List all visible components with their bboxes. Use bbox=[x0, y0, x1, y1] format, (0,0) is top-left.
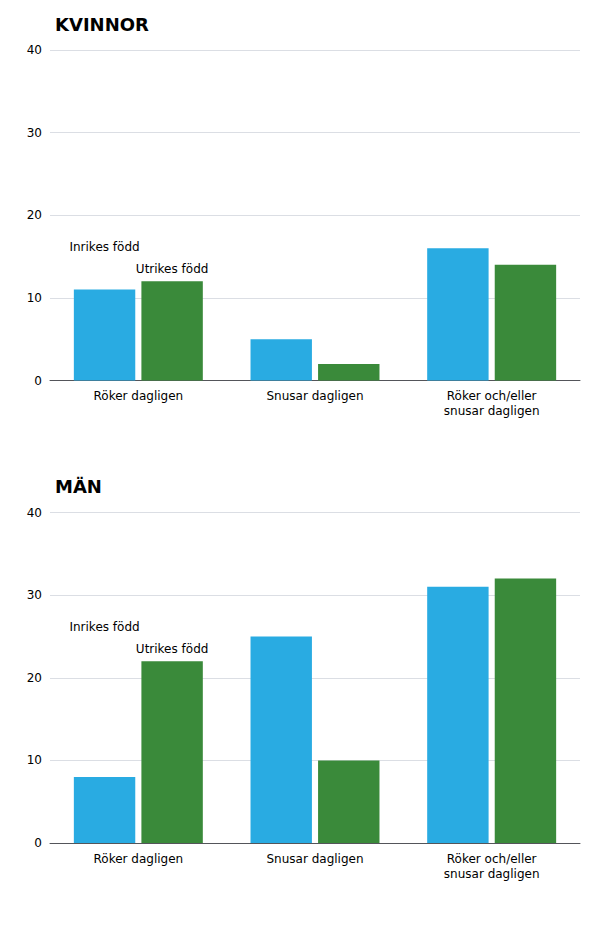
svg-text:Röker och/eller: Röker och/eller bbox=[447, 389, 537, 403]
svg-text:0: 0 bbox=[34, 836, 42, 850]
svg-text:Röker dagligen: Röker dagligen bbox=[94, 852, 184, 866]
svg-text:30: 30 bbox=[27, 126, 42, 140]
svg-text:30: 30 bbox=[27, 588, 42, 602]
svg-text:snusar dagligen: snusar dagligen bbox=[444, 404, 540, 418]
svg-text:40: 40 bbox=[27, 506, 42, 520]
svg-text:0: 0 bbox=[34, 374, 42, 388]
svg-text:Inrikes född: Inrikes född bbox=[69, 240, 139, 254]
svg-text:10: 10 bbox=[27, 291, 42, 305]
svg-text:snusar dagligen: snusar dagligen bbox=[444, 867, 540, 881]
svg-text:10: 10 bbox=[27, 753, 42, 767]
svg-text:40: 40 bbox=[27, 43, 42, 57]
svg-text:Röker dagligen: Röker dagligen bbox=[94, 389, 184, 403]
svg-text:Snusar dagligen: Snusar dagligen bbox=[266, 389, 363, 403]
svg-text:20: 20 bbox=[27, 671, 42, 685]
svg-text:20: 20 bbox=[27, 208, 42, 222]
svg-text:Snusar dagligen: Snusar dagligen bbox=[266, 852, 363, 866]
svg-text:KVINNOR: KVINNOR bbox=[55, 14, 149, 35]
svg-text:MÄN: MÄN bbox=[55, 476, 102, 497]
svg-text:Utrikes född: Utrikes född bbox=[136, 262, 209, 276]
svg-text:Röker och/eller: Röker och/eller bbox=[447, 852, 537, 866]
svg-text:Inrikes född: Inrikes född bbox=[69, 620, 139, 634]
svg-text:Utrikes född: Utrikes född bbox=[136, 642, 209, 656]
